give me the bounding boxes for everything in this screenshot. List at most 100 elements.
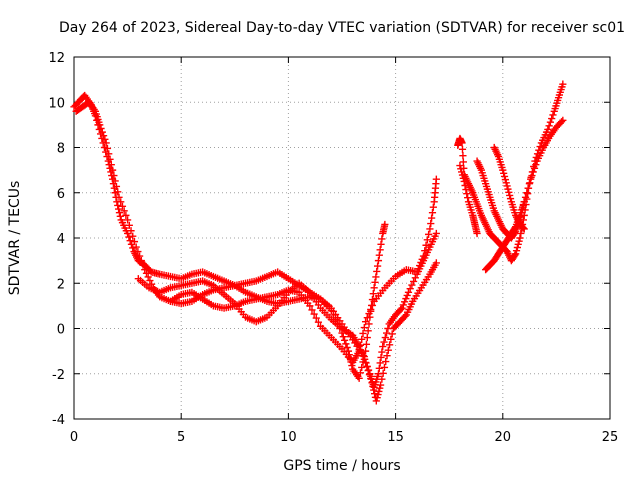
data-point xyxy=(380,338,388,346)
data-point xyxy=(116,212,124,220)
data-point xyxy=(363,314,371,322)
data-point xyxy=(384,346,392,354)
data-point xyxy=(404,288,413,296)
data-point xyxy=(108,166,117,174)
data-point xyxy=(359,352,367,360)
data-point xyxy=(428,209,437,217)
data-point xyxy=(375,251,383,259)
data-point xyxy=(464,194,472,202)
data-point xyxy=(500,169,508,177)
data-point xyxy=(460,177,468,186)
data-point xyxy=(370,386,378,394)
data-point xyxy=(385,341,394,349)
data-point xyxy=(559,80,567,88)
data-point xyxy=(425,230,433,238)
data-point xyxy=(129,232,137,240)
data-point xyxy=(360,323,368,332)
data-point xyxy=(374,390,382,399)
data-point xyxy=(96,121,104,129)
data-point xyxy=(381,333,389,342)
data-point xyxy=(520,198,528,206)
y-tick-label: 4 xyxy=(57,232,65,247)
data-point xyxy=(414,265,422,273)
data-point xyxy=(370,390,379,398)
data-point xyxy=(339,333,347,341)
data-point xyxy=(377,353,385,362)
data-point xyxy=(413,268,421,276)
data-point xyxy=(306,302,314,310)
data-point xyxy=(458,171,467,179)
data-point xyxy=(462,185,470,194)
data-point xyxy=(136,252,144,260)
data-point xyxy=(358,335,366,343)
data-point xyxy=(97,124,105,133)
data-point xyxy=(419,252,428,260)
y-tick-label: 10 xyxy=(48,96,65,111)
data-point xyxy=(103,144,112,153)
data-point xyxy=(372,273,380,281)
data-point xyxy=(398,304,406,312)
data-point xyxy=(132,243,140,251)
data-point xyxy=(378,348,386,356)
series-track-d xyxy=(166,175,440,367)
data-point xyxy=(314,318,323,326)
x-tick-label: 15 xyxy=(387,430,404,445)
y-tick-label: 12 xyxy=(48,51,65,66)
data-point xyxy=(410,277,418,286)
data-point xyxy=(456,162,464,170)
y-tick-label: 0 xyxy=(57,323,65,338)
data-point xyxy=(422,241,430,249)
data-point xyxy=(362,340,371,348)
data-point xyxy=(367,305,375,314)
data-point xyxy=(520,225,528,233)
data-point xyxy=(432,175,440,183)
data-point xyxy=(502,179,510,187)
y-tick-label: -2 xyxy=(52,368,65,383)
data-point xyxy=(137,257,145,265)
data-point xyxy=(375,364,383,372)
data-point xyxy=(527,175,535,183)
data-point xyxy=(397,305,405,314)
y-axis-label: SDTVAR / TECUs xyxy=(7,181,23,296)
series-track-f xyxy=(456,162,481,238)
data-point xyxy=(355,374,363,382)
data-point xyxy=(106,155,114,163)
data-point xyxy=(517,229,525,238)
data-point xyxy=(371,278,379,286)
data-point xyxy=(372,397,380,405)
data-point xyxy=(329,311,338,319)
data-point xyxy=(528,171,536,180)
data-point xyxy=(499,166,507,174)
data-point xyxy=(101,135,109,143)
data-point xyxy=(370,284,378,292)
data-point xyxy=(421,247,429,255)
data-point xyxy=(368,301,377,310)
data-point xyxy=(457,165,465,173)
y-tick-label: 2 xyxy=(57,277,65,292)
data-point xyxy=(359,329,367,338)
data-point xyxy=(373,267,381,276)
data-point xyxy=(348,362,356,370)
data-point xyxy=(114,201,122,210)
chart-title: Day 264 of 2023, Sidereal Day-to-day VTE… xyxy=(59,20,625,36)
data-point xyxy=(432,259,440,267)
axis-ticks: 0 5 10 15 20 25 -4 -2 0 2 4 6 8 10 12 xyxy=(48,51,618,445)
data-point xyxy=(516,234,524,242)
data-point xyxy=(129,244,137,252)
data-point xyxy=(139,261,147,269)
data-point xyxy=(514,240,522,248)
data-point xyxy=(365,309,373,318)
data-point xyxy=(427,219,435,228)
data-point xyxy=(376,384,384,392)
data-point xyxy=(512,247,521,255)
data-point xyxy=(358,363,366,372)
data-point xyxy=(380,363,389,372)
data-point xyxy=(459,152,467,160)
data-point xyxy=(536,142,544,151)
data-point xyxy=(356,369,365,377)
data-point xyxy=(512,250,520,258)
data-point xyxy=(327,306,335,314)
data-point xyxy=(105,150,113,158)
data-point xyxy=(506,191,514,200)
data-point xyxy=(112,182,121,191)
